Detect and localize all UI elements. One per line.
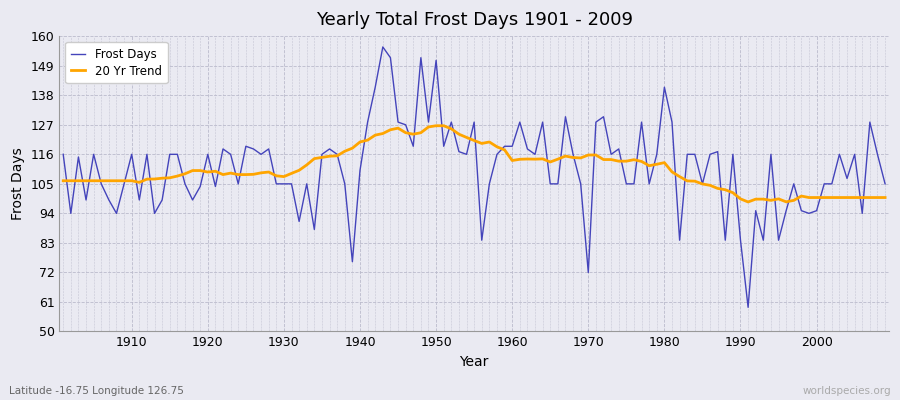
Frost Days (606, 152, 616, 157)
Legend: Frost Days, 20 Yr Trend: Frost Days, 20 Yr Trend (66, 42, 167, 84)
Frost Days (377, 44, 388, 49)
20 Yr Trend (332, 153, 343, 158)
Frost Days (742, 305, 753, 310)
Frost Days (286, 182, 297, 186)
20 Yr Trend (431, 123, 442, 128)
20 Yr Trend (879, 195, 890, 200)
Frost Days (332, 152, 343, 157)
Line: 20 Yr Trend: 20 Yr Trend (63, 126, 885, 202)
20 Yr Trend (58, 178, 68, 183)
Frost Days (507, 144, 517, 149)
Frost Days (879, 182, 890, 186)
Text: Latitude -16.75 Longitude 126.75: Latitude -16.75 Longitude 126.75 (9, 386, 184, 396)
Frost Days (119, 182, 130, 186)
Frost Days (515, 120, 526, 124)
Line: Frost Days: Frost Days (63, 47, 885, 307)
20 Yr Trend (742, 200, 753, 204)
20 Yr Trend (606, 157, 616, 162)
Y-axis label: Frost Days: Frost Days (11, 148, 25, 220)
Text: worldspecies.org: worldspecies.org (803, 386, 891, 396)
20 Yr Trend (515, 157, 526, 162)
X-axis label: Year: Year (460, 355, 489, 369)
Frost Days (58, 152, 68, 157)
20 Yr Trend (286, 171, 297, 176)
Title: Yearly Total Frost Days 1901 - 2009: Yearly Total Frost Days 1901 - 2009 (316, 11, 633, 29)
20 Yr Trend (119, 178, 130, 183)
20 Yr Trend (507, 158, 517, 163)
